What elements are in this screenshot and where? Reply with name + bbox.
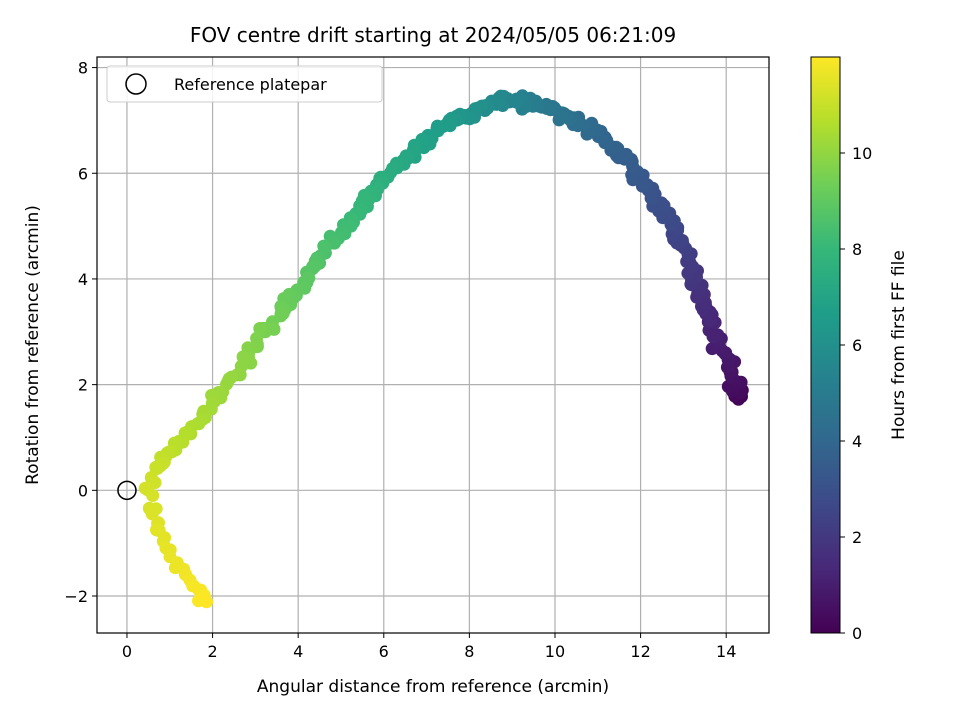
reference-platepar-marker: [117, 480, 137, 501]
x-tick-label: 12: [630, 642, 650, 661]
x-tick-label: 4: [293, 642, 303, 661]
data-points: [138, 89, 749, 609]
reference-point-layer: [117, 480, 137, 501]
colorbar-tick-label: 4: [852, 432, 862, 451]
grid: [97, 57, 769, 633]
plot-frame: [96, 56, 770, 634]
x-tick-label: 6: [379, 642, 389, 661]
legend-box: [106, 65, 383, 103]
y-tick-label: 8: [78, 59, 88, 78]
y-tick-label: 6: [78, 164, 88, 183]
y-tick-label: −2: [64, 587, 88, 606]
colorbar-tick-label: 6: [852, 336, 862, 355]
legend-marker: [125, 73, 147, 95]
data-point: [274, 306, 288, 320]
y-axis-ticks: −2 0 2 4 6 8: [64, 59, 97, 606]
data-point: [149, 460, 163, 474]
y-tick-label: 4: [78, 270, 88, 289]
colorbar: [810, 56, 841, 634]
data-point: [150, 523, 163, 537]
y-axis-label: Rotation from reference (arcmin): [23, 205, 43, 485]
colorbar-tick-label: 0: [852, 624, 862, 643]
x-tick-label: 2: [207, 642, 217, 661]
legend: Reference platepar: [106, 65, 383, 103]
y-tick-label: 0: [78, 481, 88, 500]
x-tick-label: 0: [122, 642, 132, 661]
x-tick-label: 10: [545, 642, 565, 661]
data-point: [253, 322, 267, 335]
x-tick-label: 8: [464, 642, 474, 661]
y-tick-label: 2: [78, 376, 88, 395]
x-axis-label: Angular distance from reference (arcmin): [257, 677, 609, 697]
colorbar-label: Hours from first FF file: [889, 250, 909, 440]
data-point: [706, 330, 720, 344]
chart-title: FOV centre drift starting at 2024/05/05 …: [190, 23, 676, 47]
data-point: [200, 595, 213, 609]
colorbar-ticks: 0 2 4 6 8 10: [840, 144, 872, 643]
colorbar-tick-label: 10: [852, 144, 872, 163]
x-axis-ticks: 0 2 4 6 8 10 12 14: [122, 633, 736, 661]
colorbar-tick-label: 8: [852, 240, 862, 259]
x-tick-label: 14: [716, 642, 736, 661]
legend-label: Reference platepar: [174, 75, 327, 94]
colorbar-tick-label: 2: [852, 528, 862, 547]
data-point: [146, 489, 160, 502]
